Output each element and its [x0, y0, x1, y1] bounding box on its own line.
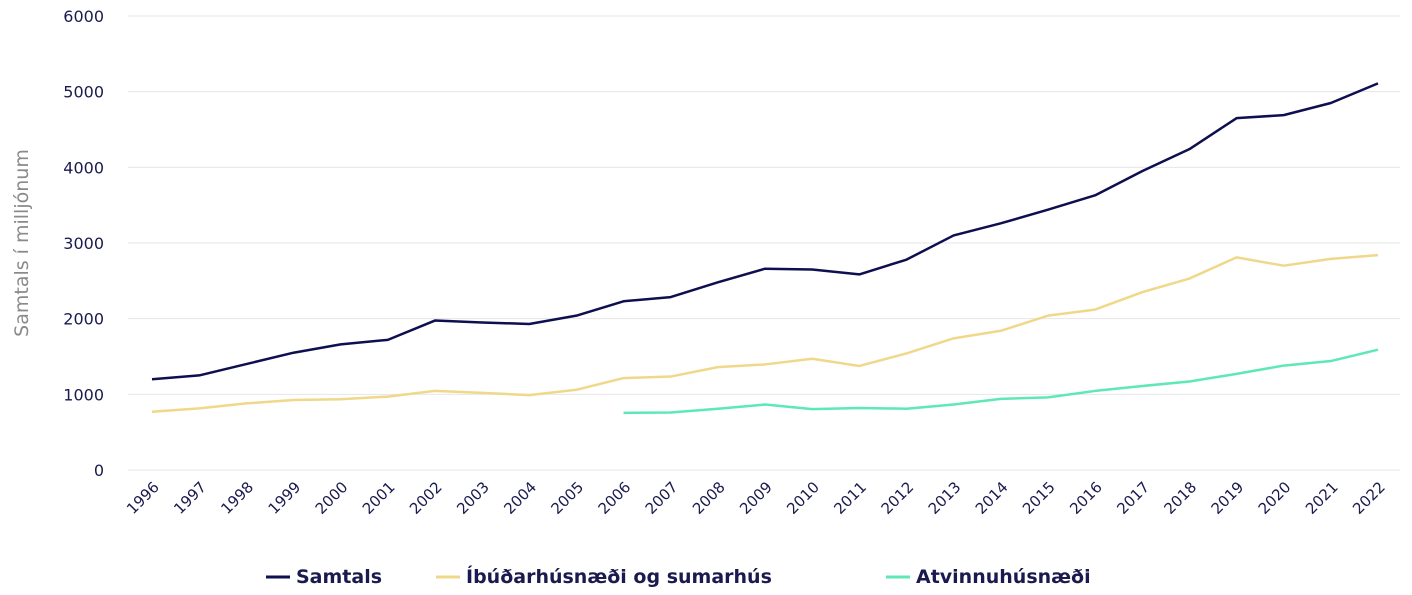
x-tick-label: 1998	[217, 478, 257, 518]
y-tick-label: 0	[94, 461, 104, 480]
x-tick-label: 2021	[1302, 478, 1342, 518]
line-series	[623, 348, 1379, 415]
x-tick-label: 2016	[1066, 478, 1106, 518]
legend-label: Atvinnuhúsnæði	[916, 566, 1091, 588]
y-tick-label: 6000	[63, 7, 104, 26]
x-tick-label: 2003	[453, 478, 493, 518]
legend-label: Samtals	[296, 566, 382, 588]
line-series	[151, 253, 1379, 413]
x-tick-label: 2020	[1255, 478, 1295, 518]
x-tick-label: 2006	[595, 478, 635, 518]
y-tick-label: 4000	[63, 158, 104, 177]
x-tick-label: 2001	[359, 478, 399, 518]
legend-label: Íbúðarhúsnæði og sumarhús	[466, 565, 772, 588]
x-tick-label: 2012	[878, 478, 918, 518]
x-tick-label: 2007	[642, 478, 682, 518]
y-axis-label: Samtals í milljónum	[11, 149, 33, 337]
x-tick-label: 2005	[547, 478, 587, 518]
x-tick-label: 2000	[312, 478, 352, 518]
x-tick-label: 2015	[1019, 478, 1059, 518]
x-tick-label: 2019	[1208, 478, 1248, 518]
x-tick-label: 1997	[170, 478, 210, 518]
x-tick-label: 1996	[123, 478, 163, 518]
line-series	[151, 82, 1379, 381]
y-tick-label: 1000	[63, 385, 104, 404]
y-tick-label: 3000	[63, 234, 104, 253]
x-tick-label: 2008	[689, 478, 729, 518]
x-tick-label: 2017	[1113, 478, 1153, 518]
x-tick-label: 1999	[265, 478, 305, 518]
x-tick-label: 2004	[500, 478, 540, 518]
y-tick-label: 5000	[63, 83, 104, 102]
x-tick-label: 2010	[783, 478, 823, 518]
y-tick-label: 2000	[63, 310, 104, 329]
x-tick-label: 2009	[736, 478, 776, 518]
x-tick-label: 2014	[972, 478, 1012, 518]
x-tick-label: 2011	[830, 478, 870, 518]
x-tick-label: 2013	[925, 478, 965, 518]
x-tick-label: 2022	[1349, 478, 1389, 518]
x-tick-label: 2002	[406, 478, 446, 518]
x-tick-label: 2018	[1160, 478, 1200, 518]
